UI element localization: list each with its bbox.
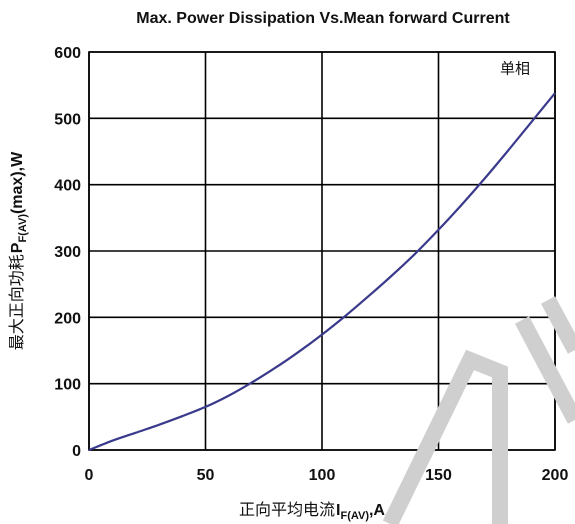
y-tick-label-5: 500 <box>54 111 81 128</box>
series-line-single-phase <box>88 92 556 452</box>
chart-title: Max. Power Dissipation Vs.Mean forward C… <box>136 10 510 27</box>
y-axis-label-main: 最大正向功耗 <box>7 254 26 350</box>
y-tick-label-2: 200 <box>54 310 81 327</box>
y-tick-label-3: 300 <box>54 244 81 261</box>
x-tick-label-0: 0 <box>85 467 94 484</box>
y-axis-label-symbol: P <box>9 242 26 253</box>
series-label: 单相 <box>500 60 530 78</box>
watermark-shape <box>382 296 575 524</box>
y-axis-label-subscript: F(AV) <box>17 214 29 243</box>
x-tick-label-2: 100 <box>309 467 336 484</box>
plot-frame <box>88 51 556 451</box>
x-tick-label-4: 200 <box>542 467 569 484</box>
y-tick-label-1: 100 <box>54 377 81 394</box>
y-axis-label: 最大正向功耗PF(AV)(max),W <box>7 151 29 350</box>
x-axis-label-unit: ,A <box>369 502 385 519</box>
x-axis-label: 正向平均电流IF(AV),A <box>239 500 385 522</box>
y-axis-label-unit: (max),W <box>9 151 26 214</box>
grid-lines <box>88 51 556 451</box>
y-tick-label-6: 600 <box>54 45 81 62</box>
y-tick-label-0: 0 <box>72 443 81 460</box>
x-axis-label-main: 正向平均电流 <box>239 500 335 519</box>
y-tick-label-4: 400 <box>54 178 81 195</box>
x-tick-label-3: 150 <box>425 467 452 484</box>
x-tick-label-1: 50 <box>197 467 215 484</box>
x-axis-label-subscript: F(AV) <box>340 510 369 522</box>
x-tick-labels: 0 50 100 150 200 <box>85 467 569 484</box>
x-axis-label-symbol: I <box>336 502 340 519</box>
y-tick-labels: 0 100 200 300 400 500 600 <box>54 45 81 460</box>
